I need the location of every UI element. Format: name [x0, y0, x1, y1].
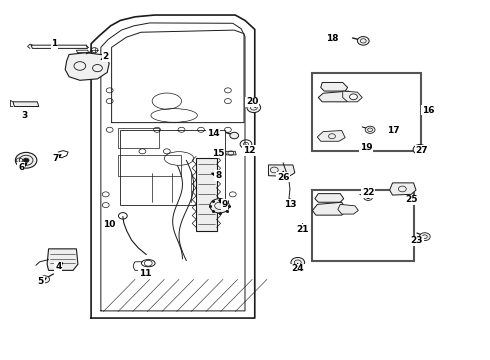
Polygon shape: [321, 82, 347, 91]
Polygon shape: [65, 53, 109, 80]
Circle shape: [291, 257, 305, 267]
Text: 27: 27: [416, 146, 428, 155]
Text: 7: 7: [52, 154, 59, 163]
Text: 23: 23: [411, 237, 423, 246]
Text: 26: 26: [277, 173, 290, 182]
Polygon shape: [318, 131, 345, 141]
Circle shape: [247, 103, 261, 113]
Text: 1: 1: [51, 39, 57, 48]
Circle shape: [365, 126, 375, 134]
Circle shape: [349, 94, 357, 100]
Bar: [118, 155, 181, 176]
Text: 3: 3: [21, 111, 27, 120]
Bar: [313, 190, 414, 261]
Bar: [121, 130, 225, 205]
Text: 14: 14: [207, 129, 220, 138]
Text: 22: 22: [362, 188, 374, 197]
Circle shape: [210, 199, 229, 213]
Polygon shape: [315, 194, 343, 202]
Text: 5: 5: [38, 276, 44, 285]
Text: 17: 17: [387, 126, 399, 135]
Text: 25: 25: [405, 195, 417, 204]
Text: 21: 21: [296, 225, 309, 234]
Text: 13: 13: [284, 200, 296, 209]
Polygon shape: [343, 91, 362, 102]
Text: 10: 10: [103, 220, 115, 229]
Text: 4: 4: [55, 262, 62, 271]
Polygon shape: [47, 249, 78, 270]
Polygon shape: [196, 158, 217, 231]
Polygon shape: [13, 102, 39, 107]
Text: 16: 16: [422, 105, 435, 114]
Circle shape: [15, 152, 37, 168]
Polygon shape: [390, 183, 416, 195]
Polygon shape: [313, 202, 346, 215]
Polygon shape: [225, 151, 236, 155]
Circle shape: [419, 233, 430, 240]
Text: 15: 15: [212, 149, 224, 158]
Text: 19: 19: [360, 143, 372, 152]
Circle shape: [23, 158, 29, 162]
Text: 20: 20: [246, 97, 259, 106]
Circle shape: [230, 132, 239, 139]
Text: 18: 18: [326, 34, 338, 43]
Polygon shape: [318, 91, 352, 102]
Polygon shape: [269, 165, 295, 176]
Text: 6: 6: [18, 163, 24, 172]
Text: 24: 24: [292, 265, 304, 274]
Text: 9: 9: [221, 200, 228, 209]
Text: 12: 12: [243, 146, 255, 155]
Text: 2: 2: [102, 52, 109, 61]
Circle shape: [357, 37, 369, 45]
Circle shape: [413, 144, 427, 154]
Polygon shape: [338, 204, 358, 214]
Circle shape: [40, 276, 49, 283]
Text: 11: 11: [139, 269, 151, 278]
Circle shape: [364, 194, 372, 201]
Bar: [118, 128, 159, 148]
Text: 8: 8: [215, 171, 221, 180]
Bar: [313, 73, 421, 150]
